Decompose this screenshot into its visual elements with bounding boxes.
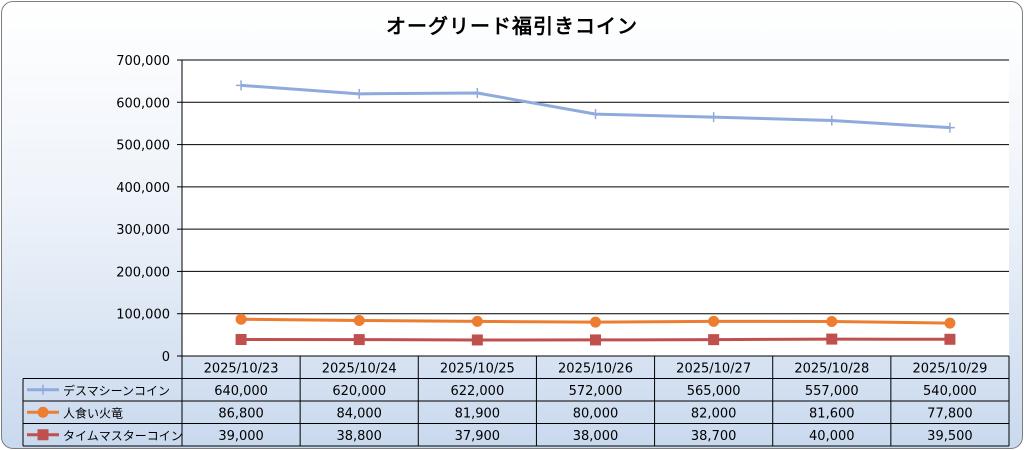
y-tick-label: 300,000 <box>116 223 170 238</box>
y-tick-label: 0 <box>162 350 170 365</box>
data-table-value: 640,000 <box>214 384 268 399</box>
data-point <box>944 333 956 345</box>
data-table-value: 557,000 <box>805 384 859 399</box>
data-table-value: 40,000 <box>809 429 855 444</box>
legend-marker <box>37 406 49 418</box>
data-point <box>826 315 838 327</box>
data-table-value: 81,600 <box>809 406 855 421</box>
data-table-value: 86,800 <box>218 406 264 421</box>
legend-marker <box>37 429 49 441</box>
plot-area <box>182 60 1009 356</box>
y-tick-label: 500,000 <box>116 139 170 154</box>
y-tick-label: 700,000 <box>116 54 170 69</box>
x-category-label: 2025/10/26 <box>558 361 633 376</box>
legend-label: 人食い火竜 <box>63 405 123 420</box>
data-table-value: 565,000 <box>687 384 741 399</box>
data-point <box>708 315 720 327</box>
data-point <box>708 334 720 346</box>
data-point <box>353 314 365 326</box>
data-point <box>944 317 956 329</box>
data-table-value: 540,000 <box>923 384 977 399</box>
data-point <box>235 334 247 346</box>
data-table-value: 81,900 <box>455 406 501 421</box>
x-category-label: 2025/10/29 <box>912 361 987 376</box>
data-point <box>826 333 838 345</box>
y-tick-label: 200,000 <box>116 265 170 280</box>
data-point <box>590 316 601 328</box>
data-point <box>235 313 247 325</box>
x-category-label: 2025/10/23 <box>204 361 279 376</box>
chart-title: オーグリード福引きコイン <box>386 14 638 38</box>
legend-label: タイムマスターコイン <box>63 429 183 443</box>
data-table-value: 38,000 <box>573 429 619 444</box>
x-category-label: 2025/10/27 <box>676 361 751 376</box>
data-table-value: 82,000 <box>691 406 737 421</box>
y-tick-label: 400,000 <box>116 181 170 196</box>
data-table-value: 38,700 <box>691 429 737 444</box>
data-table-value: 622,000 <box>450 384 504 399</box>
data-point <box>471 315 483 327</box>
data-table-value: 572,000 <box>569 384 623 399</box>
x-category-label: 2025/10/25 <box>440 361 515 376</box>
data-table-value: 39,000 <box>218 429 264 444</box>
y-tick-label: 100,000 <box>116 308 170 323</box>
y-tick-label: 600,000 <box>116 96 170 111</box>
legend-label: デスマシーンコイン <box>63 383 170 398</box>
data-table-value: 38,800 <box>336 429 382 444</box>
data-point <box>353 334 365 346</box>
data-table-value: 37,900 <box>455 429 501 444</box>
data-table-value: 84,000 <box>336 406 382 421</box>
data-table-value: 620,000 <box>332 384 386 399</box>
data-table-value: 80,000 <box>573 406 619 421</box>
data-table-value: 39,500 <box>927 429 973 444</box>
x-category-label: 2025/10/24 <box>322 361 397 376</box>
data-point <box>471 334 483 346</box>
x-category-label: 2025/10/28 <box>794 361 869 376</box>
data-point <box>590 334 601 346</box>
data-table-value: 77,800 <box>927 406 973 421</box>
